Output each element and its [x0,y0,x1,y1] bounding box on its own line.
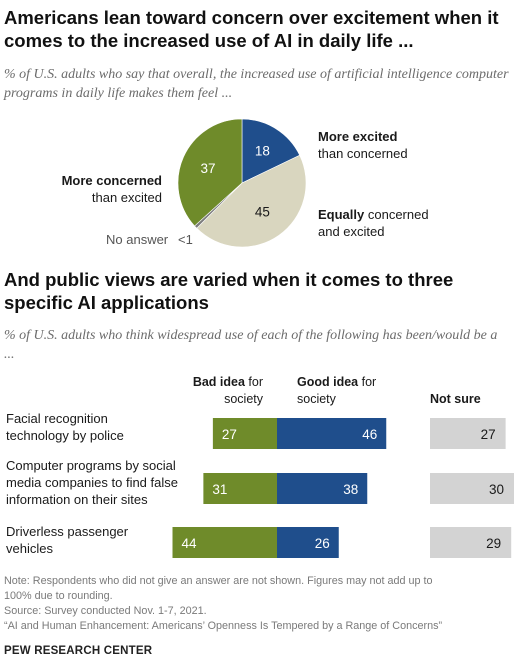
note-line-1: Note: Respondents who did not give an an… [4,575,433,587]
header-bad-idea-line1: Bad idea for [193,375,263,389]
page-title: Americans lean toward concern over excit… [4,7,499,51]
report-title: “AI and Human Enhancement: Americans’ Op… [4,620,443,632]
bar-not-sure [430,418,506,449]
pie-label-more-concerned-bold: More concerned [62,173,162,188]
bar-value-good-idea: 38 [343,482,358,497]
brand-logo-text: PEW RESEARCH CENTER [4,645,153,657]
pie-value-label: 18 [255,143,270,158]
pie-value-no-answer: <1 [178,232,193,247]
bar-good-idea [277,418,387,449]
pie-label-more-concerned-rest: than excited [92,190,162,205]
bar-value-bad-idea: 27 [222,427,237,442]
note-line-2: 100% due to rounding. [4,590,113,602]
bar-value-good-idea: 46 [362,427,377,442]
category-label: vehicles [6,541,53,556]
category-label: media companies to find false [6,475,178,490]
category-label: Facial recognition [6,411,108,426]
category-label: technology by police [6,428,124,443]
category-label: information on their sites [6,492,148,507]
pie-slice-more-excited [241,118,301,184]
bar-value-good-idea: 26 [315,536,330,551]
bar-bad-idea [212,418,277,449]
bar-good-idea [277,527,339,558]
header-not-sure: Not sure [430,392,481,406]
pie-slice-more-concerned [177,118,243,227]
pie-label-more-excited-bold: More excited [318,129,398,144]
category-label: Computer programs by social [6,458,176,473]
bar-bad-idea [172,527,277,558]
pie-chart: 18 45 37 More excited than concerned Equally … [62,118,429,248]
bar-not-sure [430,527,512,558]
source-note: Source: Survey conducted Nov. 1-7, 2021. [4,605,207,617]
pie-label-equally-line2: and excited [318,224,385,239]
pie-value-label: 37 [201,161,216,176]
category-label: Driverless passenger [6,524,129,539]
bar-value-bad-idea: 31 [212,482,227,497]
bar-value-not-sure: 29 [486,536,501,551]
pie-label-no-answer: No answer [106,232,169,247]
header-bad-idea-line2: society [224,392,264,406]
bar-bad-idea [203,473,277,504]
header-good-idea-line2: society [297,392,337,406]
page-subtitle: % of U.S. adults who say that overall, t… [4,67,509,101]
bar-good-idea [277,473,368,504]
pie-slice-equally [196,154,307,248]
section2-subtitle: % of U.S. adults who think widespread us… [4,328,498,362]
pie-label-equally-line1: Equally concerned [318,207,429,222]
pie-value-label: 45 [255,205,270,220]
section2-title: And public views are varied when it come… [4,269,454,313]
header-good-idea-line1: Good idea for [297,375,376,389]
bar-value-not-sure: 27 [481,427,496,442]
pie-label-more-excited-rest: than concerned [318,146,408,161]
bar-value-bad-idea: 44 [182,536,198,551]
bar-not-sure [430,473,514,504]
bar-value-not-sure: 30 [489,482,504,497]
